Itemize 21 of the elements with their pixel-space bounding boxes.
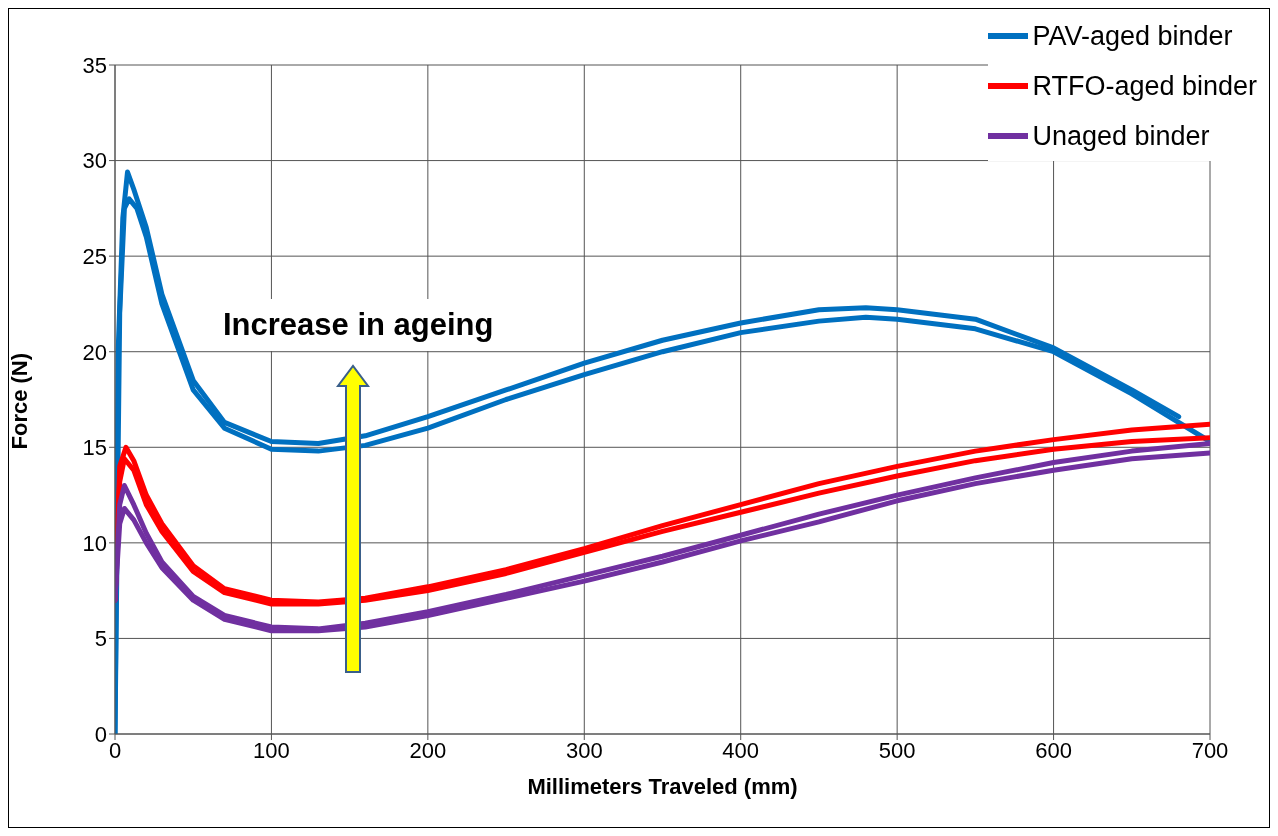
x-tick-label: 200 (409, 737, 447, 763)
y-tick-label: 15 (82, 435, 107, 461)
y-tick-label: 0 (94, 721, 107, 747)
x-tick-label: 300 (565, 737, 603, 763)
x-axis-title: Millimeters Traveled (mm) (527, 774, 798, 799)
x-tick-label: 600 (1035, 737, 1072, 763)
x-tick-label: 500 (878, 737, 916, 763)
legend-label: PAV-aged binder (1032, 20, 1233, 52)
y-tick-label: 10 (82, 530, 107, 556)
x-tick-label: 100 (253, 737, 290, 763)
y-tick-label: 30 (82, 148, 107, 174)
y-tick-label: 35 (82, 52, 107, 78)
legend-label: Unaged binder (1032, 120, 1210, 152)
y-tick-label: 5 (94, 626, 107, 652)
annotation: Increase in ageing (209, 299, 508, 351)
y-axis-title: Force (N) (6, 352, 32, 450)
y-tick-label: 20 (82, 339, 107, 365)
legend-label: RTFO-aged binder (1032, 70, 1257, 102)
y-tick-label: 25 (82, 243, 107, 269)
x-tick-label: 400 (722, 737, 760, 763)
x-tick-label: 700 (1191, 737, 1229, 763)
